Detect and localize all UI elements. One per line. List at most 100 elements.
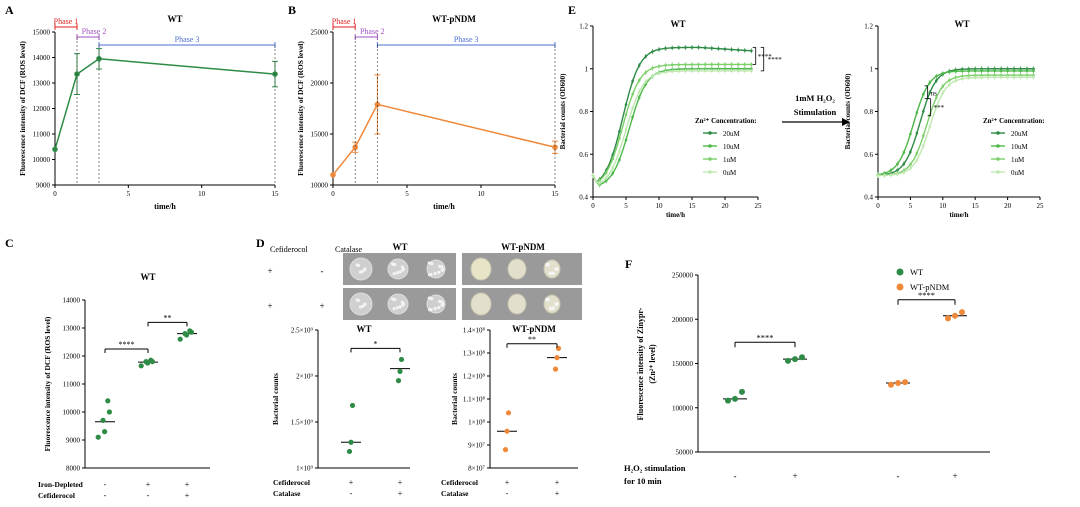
- legend-label: 1uM: [1011, 156, 1025, 164]
- data-point: [902, 162, 906, 166]
- data-point: [395, 378, 402, 384]
- data-point: [598, 181, 601, 185]
- colony: [437, 264, 442, 268]
- legend-label: 0uM: [1011, 169, 1025, 177]
- data-point: [941, 91, 945, 95]
- data-point: [657, 72, 661, 75]
- data-point: [624, 103, 628, 106]
- data-point: [954, 70, 958, 73]
- panel-A-x-tick-label: 10: [198, 190, 206, 198]
- data-point: [1012, 76, 1016, 79]
- data-point: [95, 434, 101, 440]
- panel-letter-E: E: [568, 3, 576, 17]
- data-point: [1032, 69, 1035, 73]
- row-value: +: [185, 491, 190, 500]
- panel-E-right-y-tick-label: 0.4: [864, 194, 873, 202]
- panel-D-ndm-y-tick-label: 1×10⁸: [468, 419, 485, 427]
- data-point: [980, 69, 983, 73]
- data-point: [717, 47, 720, 50]
- legend-label: 10uM: [723, 143, 741, 151]
- sig-label: ****: [758, 53, 773, 61]
- panel-letter-F: F: [625, 257, 632, 271]
- data-point: [999, 69, 1003, 73]
- colony: [401, 303, 405, 307]
- panel-A-y-tick-label: 9000: [36, 182, 51, 190]
- data-point: [967, 76, 971, 80]
- data-point: [690, 63, 694, 66]
- colony: [356, 263, 361, 268]
- panel-letter-D: D: [256, 236, 265, 250]
- panel-E-right-y-tick-label: 1.2: [864, 23, 873, 31]
- panel-B-x-tick-label: 10: [478, 190, 486, 198]
- panel-B-x-tick-label: 5: [405, 190, 409, 198]
- panel-E-left-x-tick-label: 20: [722, 202, 730, 210]
- growth-curve: [592, 68, 752, 186]
- sig-label: ns: [931, 89, 938, 97]
- colony-spot: [470, 257, 492, 281]
- data-point: [945, 315, 951, 322]
- data-point: [922, 144, 925, 148]
- row-label: Catalase: [273, 489, 301, 498]
- colony: [440, 268, 444, 272]
- data-point: [896, 172, 899, 176]
- colony-spot: [507, 258, 527, 280]
- panel-E-left-xlabel: time/h: [666, 211, 685, 219]
- legend-label: WT: [910, 267, 924, 277]
- phase-label: Phase 2: [82, 27, 107, 36]
- data-point: [888, 381, 894, 388]
- data-point: [935, 96, 938, 99]
- data-point: [397, 368, 403, 374]
- data-line: [54, 58, 276, 150]
- data-point: [723, 69, 727, 73]
- panel-E-left-y-tick-label: 0.8: [579, 108, 588, 116]
- data-point: [554, 355, 560, 361]
- data-point: [697, 46, 700, 49]
- legend-marker: [708, 170, 712, 174]
- data-point: [138, 363, 144, 369]
- data-point: [732, 395, 738, 402]
- data-point: [928, 91, 932, 94]
- phase-label: Phase 1: [332, 17, 357, 26]
- panel-E-right-y-tick-label: 0.6: [864, 151, 873, 159]
- panel-C-y-tick-label: 12000: [63, 353, 81, 361]
- data-point: [1019, 69, 1022, 73]
- sig-label: **: [164, 313, 172, 322]
- data-point: [651, 50, 654, 53]
- legend-label: 1uM: [723, 156, 737, 164]
- data-point: [935, 74, 938, 78]
- panel-E-right-y-tick-label: 0.8: [864, 108, 873, 116]
- panel-B-ylabel: Fluorescence intensity of DCF (ROS level…: [296, 41, 305, 176]
- panel-B-x-tick-label: 0: [331, 190, 335, 198]
- data-point: [902, 379, 908, 386]
- phase-label: Phase 2: [360, 27, 385, 36]
- data-point: [980, 76, 983, 79]
- data-point: [346, 448, 353, 455]
- data-point: [703, 69, 707, 73]
- data-point: [187, 328, 193, 334]
- panel-E-right-x-tick-label: 10: [939, 202, 947, 210]
- data-point: [657, 64, 661, 68]
- row-label: Cefiderocol: [38, 491, 75, 500]
- row-label: Iron-Depleted: [38, 480, 84, 489]
- colony: [430, 297, 434, 301]
- panel-B-y-tick-label: 20000: [311, 80, 329, 88]
- panel-B-y-tick-label: 25000: [311, 29, 329, 37]
- data-point: [611, 171, 615, 175]
- data-point: [690, 46, 694, 49]
- data-point: [792, 356, 798, 363]
- panel-D-wt-y-tick-label: 2×10⁹: [296, 373, 313, 381]
- row-value: +: [505, 478, 510, 487]
- panel-B-y-tick-label: 15000: [311, 131, 329, 139]
- data-point: [935, 79, 938, 82]
- panel-C-y-tick-label: 10000: [63, 409, 81, 417]
- colony: [548, 306, 553, 311]
- panel-F-y-tick-label: 50000: [676, 449, 694, 457]
- data-point: [598, 179, 601, 182]
- panel-C-y-tick-label: 13000: [63, 325, 81, 333]
- data-point: [922, 109, 925, 113]
- legend-marker: [996, 157, 1000, 161]
- panel-E-left-y-tick-label: 0.4: [579, 194, 588, 202]
- data-point: [604, 176, 608, 180]
- data-point: [618, 136, 621, 140]
- legend-marker: [996, 131, 1000, 135]
